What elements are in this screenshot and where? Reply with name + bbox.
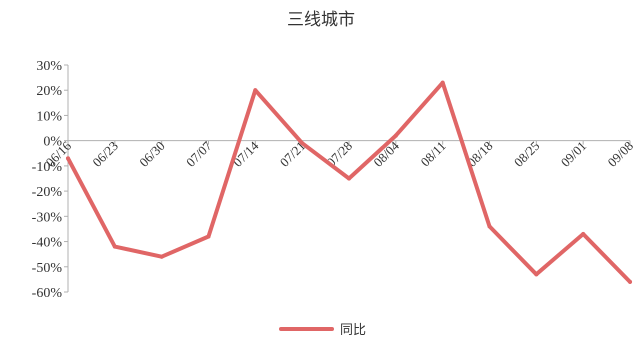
y-tick-label: 10% [36,109,62,124]
y-tick-label: -10% [32,160,63,175]
data-point [66,156,70,161]
legend: 同比 [279,322,366,337]
data-point [393,133,398,138]
data-point [347,176,351,181]
data-point [534,272,539,277]
series-line [66,80,632,284]
legend-label: 同比 [340,322,366,337]
data-point [487,224,492,229]
y-tick-label: 30% [36,59,62,74]
x-tick-label: 07/07 [183,138,215,170]
x-tick-label: 06/23 [89,138,121,170]
y-tick-label: 0% [43,135,62,150]
x-tick-label: 09/08 [605,138,637,170]
y-tick-label: -20% [32,185,63,200]
x-tick-label: 08/11 [418,138,449,169]
data-point [300,141,305,146]
y-tick-label: -50% [32,261,63,276]
data-point [206,234,211,239]
chart-title: 三线城市 [287,10,355,29]
data-point [440,80,445,85]
data-point [253,88,258,93]
x-tick-label: 08/25 [511,138,543,170]
data-point [159,254,164,259]
x-axis: 06/16 06/23 06/30 07/07 07/14 07/21 07/28 08/04… [43,138,637,170]
data-point [581,231,586,236]
series-layer [66,80,632,284]
y-tick-label: -40% [32,236,63,251]
x-tick-label: 09/01 [558,138,590,170]
y-axis: 30% 20% 10% 0% -10% -20% -30% -40% -50% -60% [32,59,69,301]
y-tick-label: -30% [32,210,63,225]
y-tick-label: 20% [36,84,62,99]
x-tick-label: 06/30 [136,138,168,170]
data-point [112,244,117,249]
data-point [628,279,632,284]
y-tick-label: -60% [32,286,63,301]
